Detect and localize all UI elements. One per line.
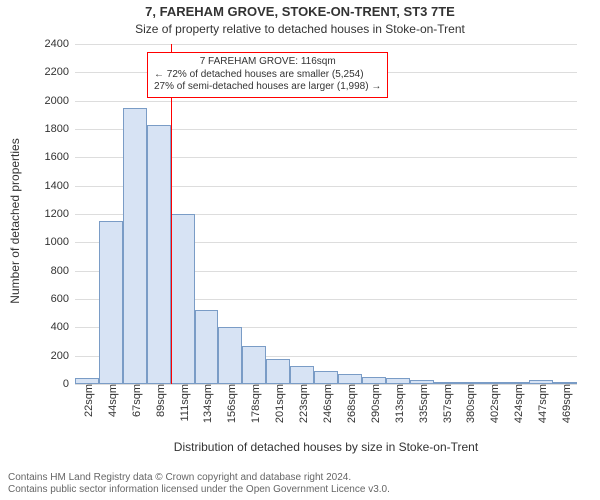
annotation-box: 7 FAREHAM GROVE: 116sqm← 72% of detached… xyxy=(147,52,388,98)
histogram-bar xyxy=(314,371,338,384)
xtick-label: 268sqm xyxy=(342,384,358,423)
xtick-label: 357sqm xyxy=(438,384,454,423)
xtick-label: 134sqm xyxy=(198,384,214,423)
xtick-label: 223sqm xyxy=(294,384,310,423)
xtick-label: 290sqm xyxy=(366,384,382,423)
xtick-label: 67sqm xyxy=(127,384,143,417)
ytick-label: 1000 xyxy=(45,236,75,248)
xtick-label: 447sqm xyxy=(533,384,549,423)
ytick-label: 2400 xyxy=(45,38,75,50)
ytick-label: 800 xyxy=(51,265,75,277)
ytick-label: 600 xyxy=(51,293,75,305)
annotation-line: 27% of semi-detached houses are larger (… xyxy=(154,81,381,94)
histogram-bar xyxy=(218,327,242,384)
ytick-label: 1200 xyxy=(45,208,75,220)
xtick-label: 22sqm xyxy=(79,384,95,417)
xtick-label: 313sqm xyxy=(390,384,406,423)
xtick-label: 424sqm xyxy=(509,384,525,423)
x-axis-label: Distribution of detached houses by size … xyxy=(75,440,577,454)
ytick-label: 400 xyxy=(51,321,75,333)
histogram-bar xyxy=(338,374,362,384)
xtick-label: 156sqm xyxy=(222,384,238,423)
xtick-label: 178sqm xyxy=(246,384,262,423)
histogram-bar xyxy=(147,125,171,384)
title-main: 7, FAREHAM GROVE, STOKE-ON-TRENT, ST3 7T… xyxy=(0,4,600,19)
histogram-bar xyxy=(290,366,314,384)
xtick-label: 44sqm xyxy=(103,384,119,417)
title-sub: Size of property relative to detached ho… xyxy=(0,22,600,36)
xtick-label: 111sqm xyxy=(175,384,191,422)
chart-container: 7, FAREHAM GROVE, STOKE-ON-TRENT, ST3 7T… xyxy=(0,0,600,500)
gridline-y xyxy=(75,44,577,45)
histogram-bar xyxy=(242,346,266,384)
ytick-label: 2200 xyxy=(45,66,75,78)
ytick-label: 1400 xyxy=(45,180,75,192)
xtick-label: 380sqm xyxy=(461,384,477,423)
y-axis-label: Number of detached properties xyxy=(8,51,22,391)
footer-line-2: Contains public sector information licen… xyxy=(8,484,592,496)
xtick-label: 402sqm xyxy=(485,384,501,423)
xtick-label: 469sqm xyxy=(557,384,573,423)
xtick-label: 335sqm xyxy=(414,384,430,423)
ytick-label: 1600 xyxy=(45,151,75,163)
ytick-label: 200 xyxy=(51,350,75,362)
footer-attribution: Contains HM Land Registry data © Crown c… xyxy=(8,472,592,496)
footer-line-1: Contains HM Land Registry data © Crown c… xyxy=(8,472,592,484)
ytick-label: 0 xyxy=(63,378,75,390)
ytick-label: 2000 xyxy=(45,95,75,107)
histogram-bar xyxy=(195,310,219,384)
histogram-bar xyxy=(362,377,386,384)
ytick-label: 1800 xyxy=(45,123,75,135)
histogram-bar xyxy=(99,221,123,384)
xtick-label: 201sqm xyxy=(270,384,286,423)
annotation-line: 7 FAREHAM GROVE: 116sqm xyxy=(154,56,381,69)
annotation-line: ← 72% of detached houses are smaller (5,… xyxy=(154,69,381,82)
xtick-label: 246sqm xyxy=(318,384,334,423)
histogram-bar xyxy=(266,359,290,385)
histogram-bar xyxy=(123,108,147,384)
gridline-y xyxy=(75,101,577,102)
plot-area: 0200400600800100012001400160018002000220… xyxy=(75,44,577,384)
histogram-bar xyxy=(171,214,195,384)
xtick-label: 89sqm xyxy=(151,384,167,417)
